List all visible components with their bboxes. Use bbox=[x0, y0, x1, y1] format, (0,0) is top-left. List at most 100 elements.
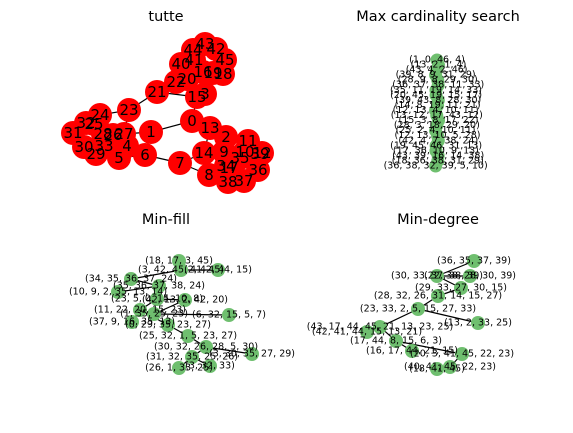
minfill-node bbox=[174, 263, 188, 277]
tutte-node bbox=[192, 141, 216, 165]
tutte-node-label: 7 bbox=[175, 154, 185, 172]
tutte-node bbox=[164, 70, 188, 94]
mindeg-node bbox=[411, 302, 425, 316]
maxcard-node-label: (14, 8, 19, 11, 21) bbox=[395, 100, 481, 111]
mindeg-node bbox=[360, 325, 374, 339]
tutte-node bbox=[180, 109, 204, 133]
tutte-node-label: 5 bbox=[114, 149, 124, 167]
mindeg-node-label: (40, 41, 45, 22, 23) bbox=[404, 362, 496, 373]
minfill-node bbox=[147, 307, 161, 321]
minfill-node-label: (1, 35, 25, 23) bbox=[120, 309, 188, 320]
maxcard-node-label: (19, 45, 46, 31, 13) bbox=[390, 140, 482, 151]
tutte-node bbox=[74, 111, 98, 135]
maxcard-node-label: (12, 13, 4, 10, 11) bbox=[393, 105, 479, 116]
mindeg-node-label: (13, 2, 33, 25) bbox=[444, 318, 512, 329]
minfill-node bbox=[181, 329, 195, 343]
tutte-node-label: 42 bbox=[206, 40, 225, 58]
tutte-title: tutte bbox=[148, 9, 183, 25]
mindeg-node-label: (22, 38, 28, 30, 39) bbox=[424, 271, 516, 282]
minfill-node-label: (30, 32, 26, 28, 5, 30) bbox=[154, 342, 258, 353]
minfill-node-label: (2, 42, 44, 15) bbox=[184, 265, 252, 276]
minfill-node bbox=[178, 293, 192, 307]
tutte-node bbox=[133, 143, 157, 167]
tutte-node bbox=[185, 85, 209, 109]
maxcard-node-label: (28, 3, 18, 29, 20) bbox=[394, 120, 480, 131]
mindeg-node bbox=[454, 281, 468, 295]
tutte-node-label: 41 bbox=[184, 51, 203, 69]
tutte-node-label: 43 bbox=[195, 35, 214, 53]
tutte-node bbox=[168, 151, 192, 175]
tutte-node-label: 11 bbox=[238, 132, 257, 150]
maxcard-node-label: (15, 3, 8, 17, 22) bbox=[399, 115, 479, 126]
tutte-node-label: 18 bbox=[213, 65, 232, 83]
mindeg-edge bbox=[379, 308, 419, 328]
mindeg-node bbox=[431, 289, 445, 303]
tutte-node-label: 17 bbox=[219, 159, 238, 177]
tutte-node bbox=[213, 48, 237, 72]
maxcard-node-label: (28, 9, 8, 29, 30) bbox=[398, 75, 478, 86]
tutte-node bbox=[216, 170, 240, 194]
maxcard-node-label: (43, 4, 2, 46) bbox=[406, 65, 468, 76]
mindeg-node-label: (42, 41, 44, 15, 13, 21) bbox=[312, 327, 422, 338]
mindeg-node-label: (28, 32, 26, 31, 14, 15, 27) bbox=[374, 291, 502, 302]
mindeg-node bbox=[471, 316, 485, 330]
minfill-node-label: (42, 13, 2, 42, 20) bbox=[142, 295, 228, 306]
mindeg-node-label: (30, 33, 37, 38, 39) bbox=[391, 271, 483, 282]
minfill-node-label: (3, 42, 45, 41, 45) bbox=[138, 265, 224, 276]
tutte-node bbox=[181, 38, 205, 62]
mindeg-node bbox=[467, 254, 481, 268]
maxcard-node-label: (12, 13, 10, 5, 28) bbox=[395, 130, 481, 141]
mindeg-node-label: (23, 33, 2, 5, 15, 27, 33) bbox=[360, 304, 476, 315]
tutte-node-label: 8 bbox=[204, 166, 214, 184]
mindeg-node-label: (17, 44, 8, 15, 6, 3) bbox=[350, 336, 442, 347]
maxcard-node-label: (39, 8, 9, 31, 29) bbox=[396, 70, 476, 81]
tutte-node-label: 6 bbox=[140, 146, 150, 164]
mindeg-node-label: (16, 17, 44, 21, 15) bbox=[366, 346, 458, 357]
maxcard-node-label: (35, 11, 19, 14, 33) bbox=[390, 85, 482, 96]
minfill-node-label: (23, 5, 0, 15, 10, 8) bbox=[111, 294, 203, 305]
tutte-node-label: 36 bbox=[248, 161, 267, 179]
mindeg-node bbox=[455, 347, 469, 361]
tutte-node-label: 37 bbox=[234, 172, 253, 190]
tutte-node-label: 33 bbox=[94, 137, 113, 155]
tutte-node-label: 23 bbox=[119, 101, 138, 119]
minfill-node bbox=[185, 350, 199, 364]
minfill-node bbox=[133, 303, 147, 317]
tutte-node-label: 45 bbox=[215, 51, 234, 69]
mindeg-node bbox=[443, 360, 457, 374]
tutte-node-label: 16 bbox=[193, 63, 212, 81]
minfill-node-label: (25, 32, 1, 5, 23, 27) bbox=[139, 331, 237, 342]
tutte-node-label: 2 bbox=[221, 128, 231, 146]
tutte-node bbox=[92, 134, 116, 158]
mindeg-node bbox=[463, 269, 477, 283]
maxcard-node-label: (39, 43, 8, 28, 30) bbox=[395, 95, 481, 106]
max-cardinality-title: Max cardinality search bbox=[356, 9, 520, 25]
tutte-node-label: 14 bbox=[194, 144, 213, 162]
maxcard-node-label: (43, 39, 16, 14, 38) bbox=[392, 150, 484, 161]
mindeg-node bbox=[373, 320, 387, 334]
minfill-node-label: (3, 32, 33) bbox=[185, 361, 235, 372]
tutte-node-label: 30 bbox=[74, 138, 93, 156]
mindeg-node-label: (18, 41, 45) bbox=[409, 364, 465, 375]
mindeg-node bbox=[430, 269, 444, 283]
minfill-node-label: (3, 30, 35, 27, 29) bbox=[209, 349, 295, 360]
minfill-node-label: (34, 35, 36, 37, 24) bbox=[85, 274, 177, 285]
maxcard-node-label: (13, 2, 1, 4) bbox=[411, 60, 467, 71]
mindeg-node bbox=[389, 334, 403, 348]
tutte-node-label: 38 bbox=[218, 173, 237, 191]
minfill-node bbox=[161, 318, 175, 332]
tutte-node-label: 15 bbox=[187, 88, 206, 106]
tutte-node-label: 26 bbox=[103, 126, 122, 144]
tutte-node bbox=[112, 122, 136, 146]
maxcard-node-label: (36, 38, 32, 39, 5, 10) bbox=[384, 161, 488, 172]
minfill-node-label: (31, 32, 35, 25, 26) bbox=[146, 352, 238, 363]
tutte-node-label: 39 bbox=[250, 145, 269, 163]
min-degree-graph: (36, 35, 37, 39) (30, 33, 37, 38, 39)(22,… bbox=[307, 254, 516, 376]
maxcard-node-label: (42, 4, 7, 38, 24) bbox=[398, 135, 478, 146]
maxcard-node-label: (20, 45, 19, 15, 17) bbox=[390, 90, 482, 101]
minfill-node bbox=[222, 308, 236, 322]
minfill-node bbox=[125, 315, 139, 329]
tutte-node-label: 1 bbox=[146, 123, 156, 141]
minfill-node-label: (37, 9, 16, 35, 13) bbox=[89, 317, 175, 328]
tutte-node-label: 35 bbox=[230, 149, 249, 167]
